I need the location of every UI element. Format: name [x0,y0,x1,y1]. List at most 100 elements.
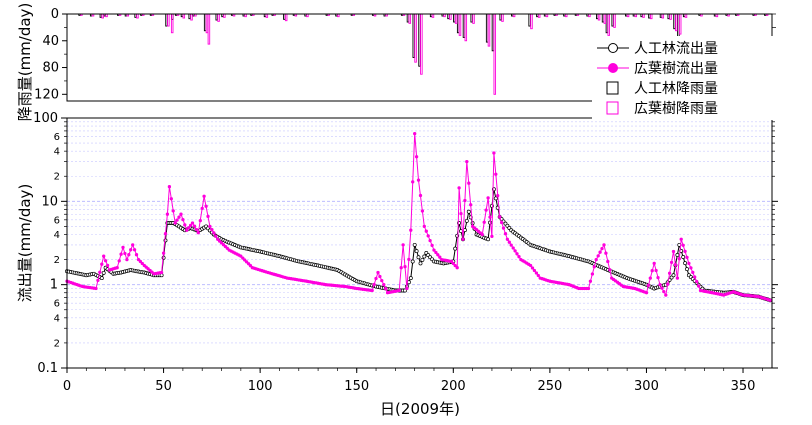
flow-point [177,215,181,219]
flow-panel-frame [66,117,773,369]
flow-y-minor-tick-label: 6 [54,132,60,143]
flow-point [608,268,612,272]
flow-point [173,221,177,225]
flow-y-minor-tick-label: 6 [54,215,60,226]
rain-bar [454,13,458,24]
legend-label: 広葉樹降雨量 [634,101,718,117]
flow-point [99,276,104,281]
flow-point [687,261,691,266]
flow-point [498,215,502,219]
flow-y-tick-label: 10 [41,194,58,209]
flow-point [416,255,421,260]
flow-y-minor-tick-label: 2 [54,338,60,349]
flow-point [138,259,143,264]
flow-point [129,248,133,252]
flow-point [451,261,455,266]
flow-point [117,259,121,263]
rain-bar [684,13,688,18]
flow-point [194,227,199,232]
x-tick-label: 200 [441,379,466,394]
flow-point [422,254,427,259]
flow-point [94,286,98,291]
x-axis-label: 日(2009年) [380,400,460,418]
flow-point [685,255,689,260]
rain-bar [678,13,682,35]
flow-point [407,257,411,262]
x-tick-label: 250 [537,379,562,394]
flow-point [221,243,226,247]
flow-point [105,263,110,268]
flow-point [671,249,676,254]
x-tick-label: 300 [634,379,659,394]
flow-point [438,255,442,259]
flow-point [187,226,191,230]
flow-point [490,234,494,239]
flow-point [507,240,511,244]
flow-point [179,212,183,216]
flow-point [648,276,652,280]
flow-point [484,208,488,212]
rain-bar [472,13,475,24]
flow-point [434,250,438,255]
flow-point [463,198,467,203]
flow-point [644,291,649,295]
rain-bar [530,13,533,30]
flow-point [478,231,482,235]
rain-bar [182,13,186,19]
flow-point [102,254,106,258]
flow-point [658,283,662,287]
flow-point [515,252,519,256]
flow-point [244,260,249,264]
flow-point [134,253,139,257]
flow-point [146,267,150,271]
flow-point [422,224,426,229]
flow-series-line [66,133,771,301]
rain-bar [607,13,610,36]
flow-point [214,234,218,238]
rain-bar [458,13,462,36]
flow-point [200,206,204,211]
flow-point [376,270,380,275]
flow-point [596,254,600,258]
legend-hollow-circle-icon [608,43,618,53]
flow-point [409,228,413,232]
rain-bar [449,13,452,20]
flow-point [588,279,593,283]
flow-point [652,261,656,266]
flow-point [654,268,658,273]
flow-point [248,264,253,268]
flow-point [503,232,508,236]
legend-filled-circle-icon [608,63,618,73]
flow-point [467,181,471,185]
flow-point [675,276,680,280]
flow-point [664,293,668,297]
flow-point [501,226,506,230]
flow-point [432,248,436,252]
flow-point [165,212,170,216]
flow-point [210,227,214,232]
flow-point [188,223,193,228]
flow-y-tick-label: 100 [33,111,58,126]
flow-y-minor-tick-label: 4 [54,230,60,241]
flow-point [101,270,106,275]
flow-point [768,298,772,302]
flow-point [136,257,141,262]
rain-bar [217,13,220,22]
flow-point [202,194,206,198]
rain-bar [136,13,139,19]
flow-point [206,214,210,219]
flow-point [413,131,417,136]
flow-point [671,273,676,278]
flow-point [606,259,610,264]
rain-bar [431,13,435,18]
flow-point [646,283,651,288]
legend: 人工林流出量 広葉樹流出量 人工林降雨量 広葉樹降雨量 [592,36,782,120]
flow-point [216,237,220,241]
flow-point [190,221,195,225]
flow-point [679,237,683,241]
flow-point [424,229,428,233]
flow-point [656,275,660,280]
rain-y-tick-label: 40 [42,34,59,49]
flow-point [412,242,417,247]
